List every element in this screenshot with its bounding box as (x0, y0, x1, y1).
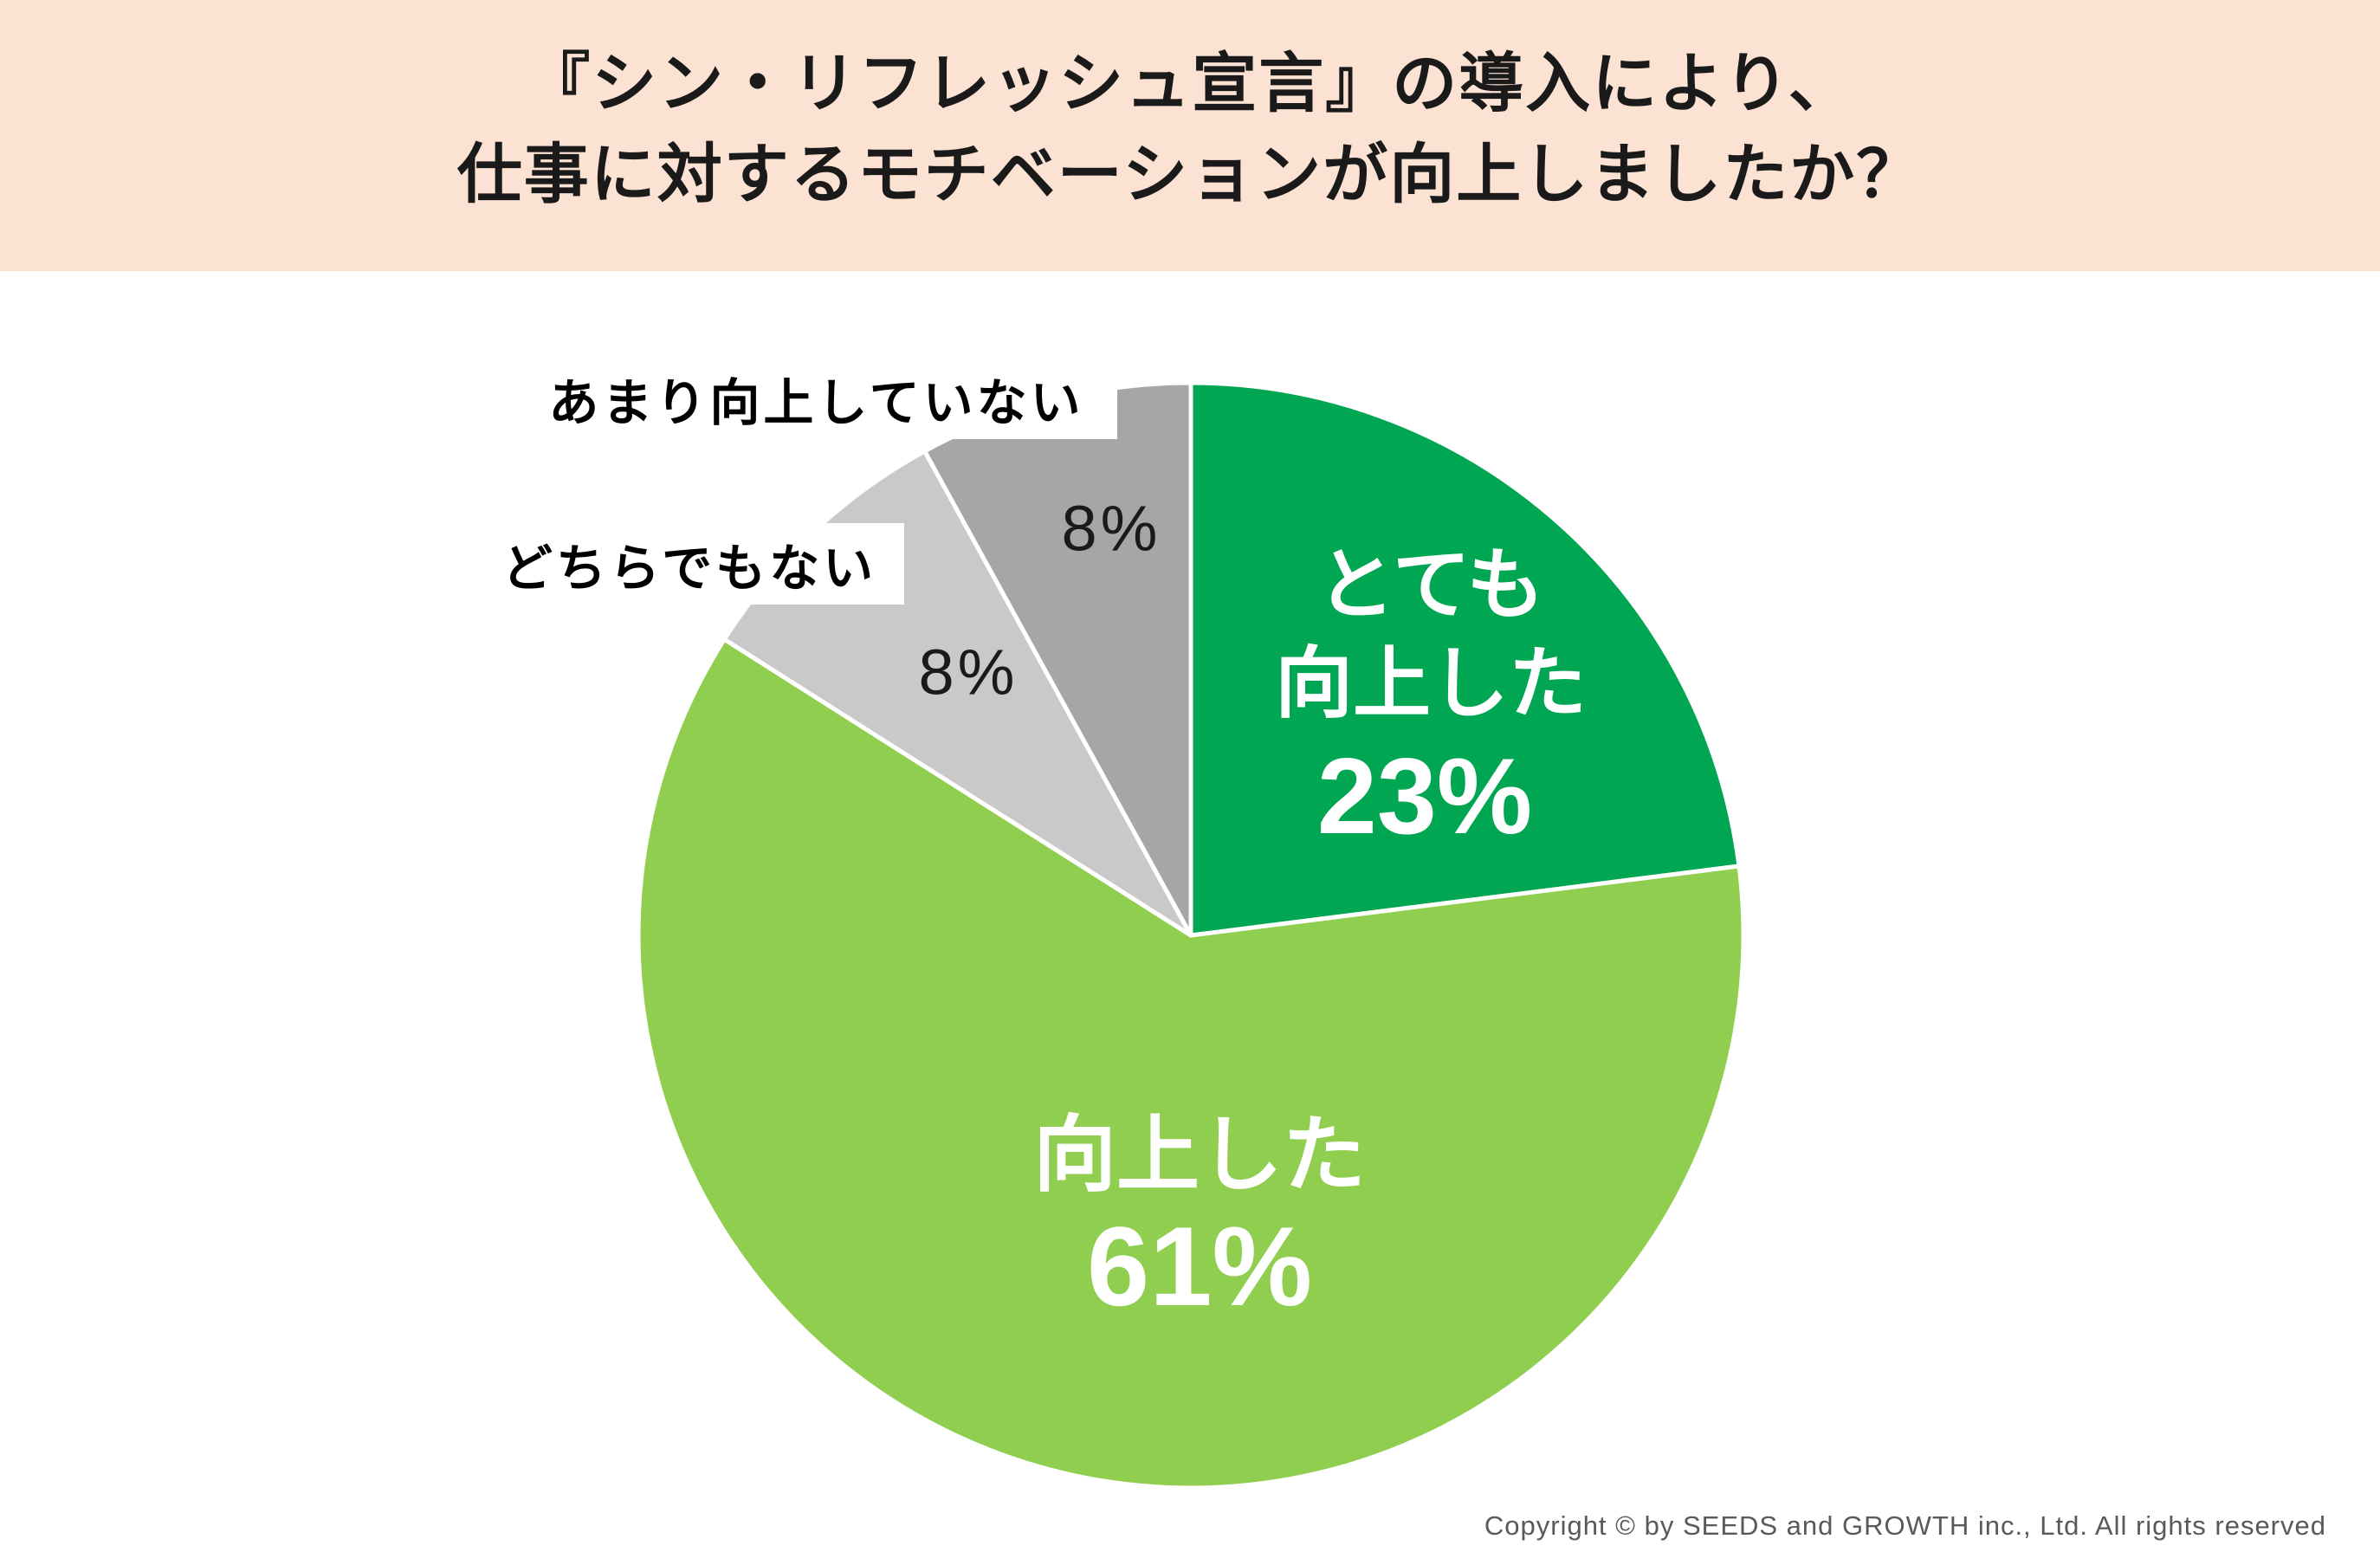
page-title-line1: 『シン・リフレッシュ宣言』の導入により、 (525, 47, 1855, 120)
label-very-improved-line1: とても (1316, 542, 1545, 629)
pie-slice-very-improved (1188, 380, 1742, 938)
label-neutral-value: 8% (918, 636, 1019, 708)
callout-not-much-improved: あまり向上していない (515, 358, 1117, 439)
callout-neutral: どちらでもない (475, 523, 904, 605)
label-very-improved-value: 23% (1316, 737, 1533, 857)
label-improved-value: 61% (1086, 1203, 1313, 1329)
label-not-much-improved-value: 8% (1061, 492, 1161, 565)
pie-slice-improved (636, 637, 1746, 1491)
copyright-text: Copyright © by SEEDS and GROWTH inc., Lt… (1484, 1510, 2326, 1541)
label-very-improved-line2: 向上した (1275, 641, 1587, 728)
page-title: 『シン・リフレッシュ宣言』の導入により、 仕事に対するモチベーションが向上しまし… (0, 38, 2380, 220)
page-title-line2: 仕事に対するモチベーションが向上しましたか？ (456, 138, 1924, 210)
label-improved-line1: 向上した (1033, 1109, 1366, 1202)
header-band (0, 0, 2380, 271)
